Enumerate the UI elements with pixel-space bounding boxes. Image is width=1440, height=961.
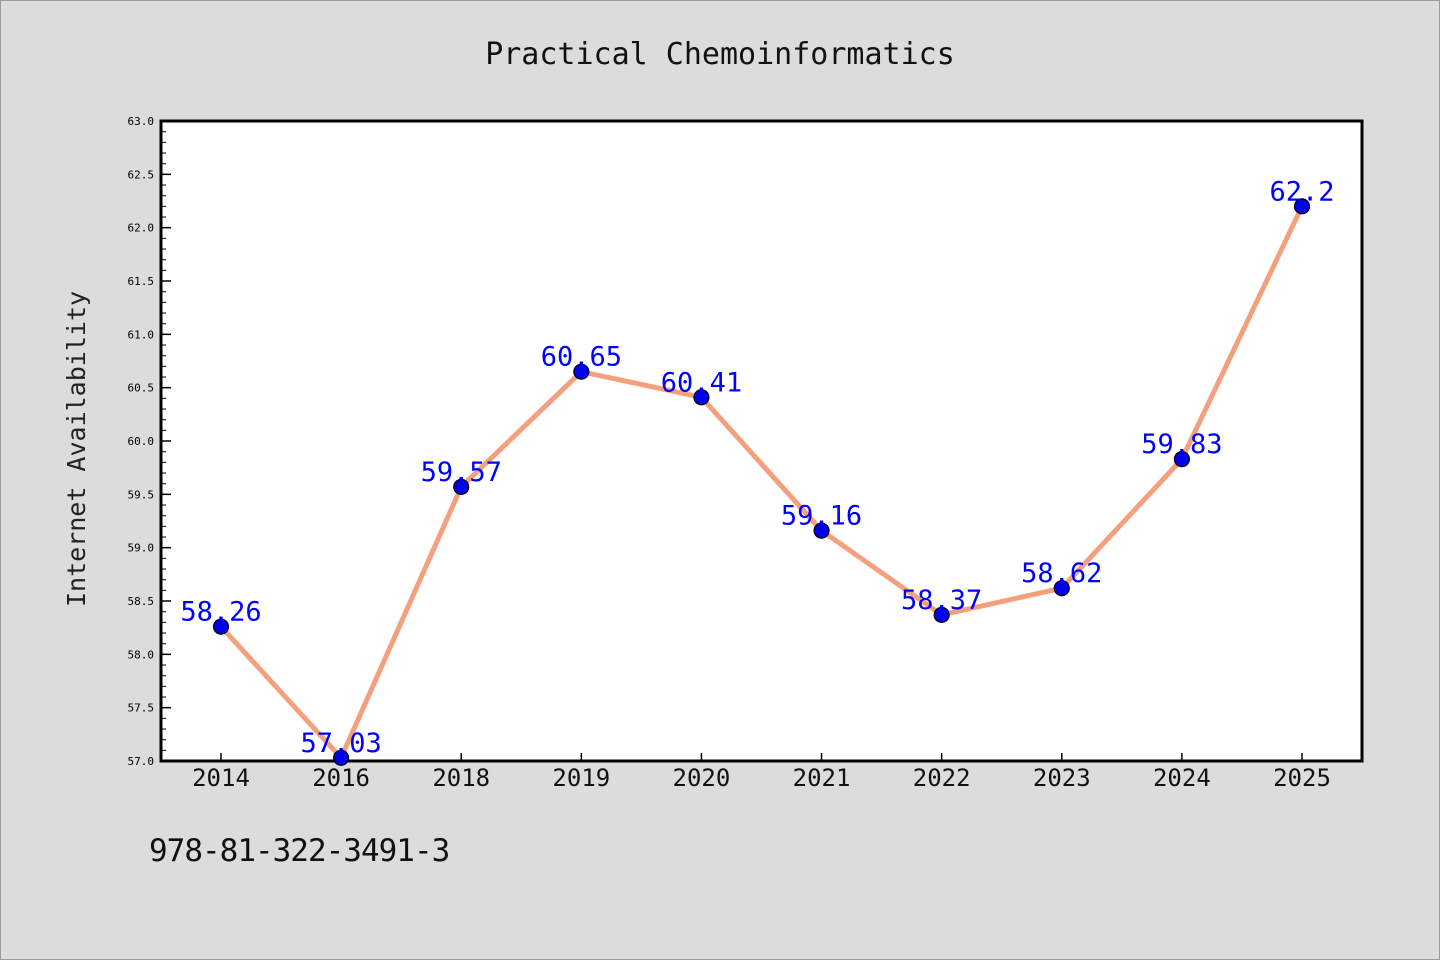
- x-tick-label: 2020: [673, 764, 731, 792]
- y-tick-label: 59.0: [128, 542, 155, 555]
- y-tick-label: 62.5: [128, 168, 155, 181]
- data-point: [813, 522, 830, 539]
- y-tick-label: 57.0: [128, 755, 155, 768]
- data-point: [1173, 451, 1190, 468]
- x-tick-label: 2019: [552, 764, 610, 792]
- y-axis-label: Internet Availability: [62, 291, 91, 607]
- x-tick-label: 2023: [1033, 764, 1091, 792]
- y-tick-label: 63.0: [128, 115, 155, 128]
- x-tick-label: 2024: [1153, 764, 1211, 792]
- isbn-text: 978-81-322-3491-3: [149, 833, 450, 869]
- chart-title: Practical Chemoinformatics: [485, 37, 955, 72]
- data-label: 58.26: [180, 597, 261, 628]
- data-label: 60.65: [541, 342, 622, 373]
- y-tick-label: 58.0: [128, 648, 155, 661]
- x-tick-label: 2021: [793, 764, 851, 792]
- y-tick-label: 58.5: [128, 595, 155, 608]
- data-label: 57.03: [300, 728, 381, 759]
- data-points: [212, 198, 1311, 766]
- data-label: 59.83: [1141, 429, 1222, 460]
- plot-area: [159, 119, 1364, 763]
- data-label: 60.41: [661, 367, 742, 398]
- x-tick-label: 2025: [1273, 764, 1331, 792]
- data-point: [453, 478, 470, 495]
- data-label: 62.2: [1269, 176, 1334, 207]
- data-label: 59.16: [781, 501, 862, 532]
- data-point: [1293, 198, 1311, 215]
- y-tick-label: 59.5: [128, 488, 155, 501]
- x-tick-label: 2022: [913, 764, 971, 792]
- data-point: [933, 606, 950, 623]
- data-point: [1053, 580, 1070, 597]
- y-tick-label: 61.0: [128, 328, 155, 341]
- x-tick-label: 2018: [432, 764, 490, 792]
- x-axis-ticks: 2014 2016 2018 2019 2020 2021 2022 2023 2024 2025: [192, 753, 1331, 792]
- y-axis-ticks: 57.0 57.5 58.0 58.5 59.0 59.5 60.0 60.5 61.0 61.5…: [128, 115, 171, 768]
- data-label: 59.57: [421, 457, 502, 488]
- x-tick-label: 2014: [192, 764, 250, 792]
- y-tick-label: 57.5: [128, 702, 155, 715]
- y-tick-label: 60.5: [128, 382, 155, 395]
- data-point: [573, 363, 590, 380]
- x-tick-label: 2016: [312, 764, 370, 792]
- y-tick-label: 60.0: [128, 435, 155, 448]
- y-tick-label: 62.0: [128, 222, 155, 235]
- series-line: [219, 205, 1305, 761]
- data-point: [212, 618, 230, 635]
- data-label: 58.37: [901, 585, 982, 616]
- data-point: [693, 389, 710, 406]
- y-tick-label: 61.5: [128, 275, 155, 288]
- data-label: 58.62: [1021, 558, 1102, 589]
- data-labels: 58.26 57.03 59.57 60.65 60.41 59.16 58.37 58.62…: [180, 176, 1334, 758]
- data-point: [333, 749, 350, 766]
